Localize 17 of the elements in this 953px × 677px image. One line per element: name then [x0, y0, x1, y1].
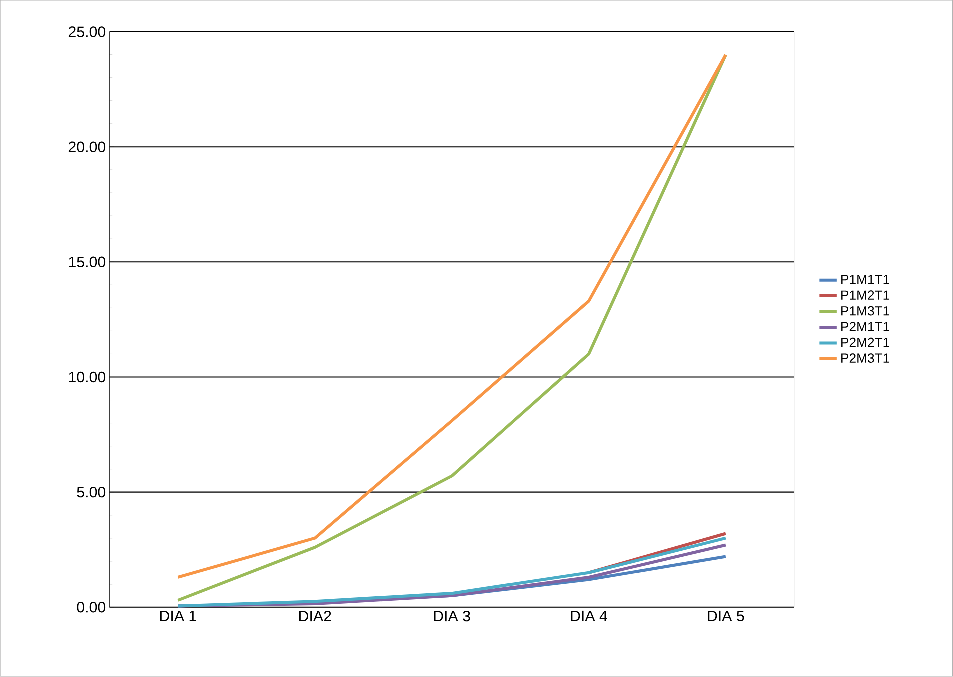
legend-label: P1M1T1 — [842, 275, 890, 284]
y-tick-label: 20.00 — [68, 142, 106, 153]
y-tick-label: 25.00 — [68, 26, 106, 38]
x-tick-label: DIA 4 — [571, 611, 608, 622]
legend-label: P1M2T1 — [842, 290, 890, 300]
legend-label: P2M2T1 — [842, 338, 890, 348]
y-tick-label: 10.00 — [69, 372, 106, 383]
y-tick-label: 5.00 — [77, 487, 106, 498]
x-tick-label: DIA2 — [300, 611, 332, 622]
x-tick-label: DIA 1 — [160, 611, 196, 622]
x-tick-label: DIA 5 — [708, 611, 744, 622]
legend-label: P1M3T1 — [842, 306, 890, 316]
legend-label: P2M3T1 — [842, 354, 890, 364]
legend-label: P2M1T1 — [842, 322, 890, 332]
y-tick-label: 15.00 — [69, 256, 106, 268]
y-tick-label: 0.00 — [77, 602, 106, 613]
x-tick-label: DIA 3 — [434, 611, 470, 622]
